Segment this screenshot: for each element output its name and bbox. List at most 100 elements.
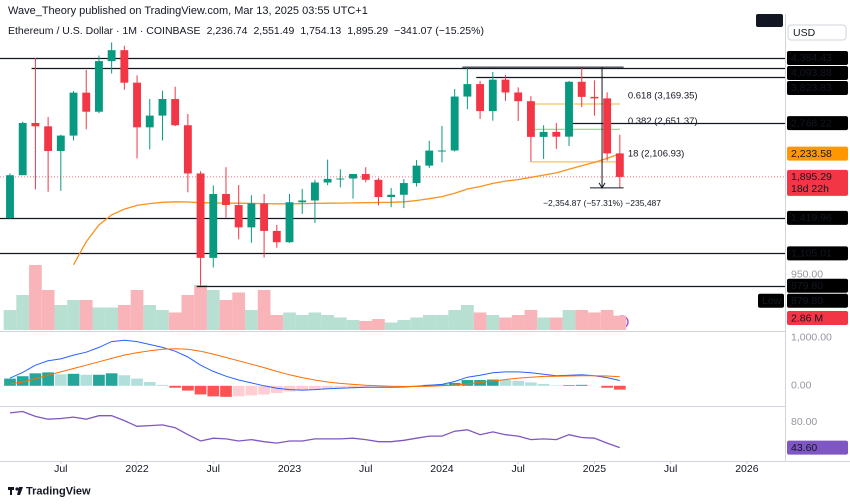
volume-bar xyxy=(588,312,601,330)
volume-bar xyxy=(562,310,576,330)
fib-label: 0.382 (2,651.37) xyxy=(628,116,698,127)
candle-body xyxy=(158,99,167,116)
macd-histogram-bar xyxy=(359,385,372,388)
volume-bar xyxy=(92,307,106,330)
price-label-text: 2,768.22 xyxy=(791,117,832,129)
price-label-box xyxy=(787,440,848,455)
macd-histogram-bar xyxy=(169,385,182,388)
currency-text: USD xyxy=(793,27,816,39)
volume-bar xyxy=(143,305,157,330)
volume-bar xyxy=(232,292,246,330)
x-tick-label: Jul xyxy=(511,463,524,475)
volume-bar xyxy=(346,320,360,330)
macd-histogram-bar xyxy=(16,376,29,386)
candle-body xyxy=(82,92,91,112)
price-label-box xyxy=(787,246,848,261)
x-tick-label: Jul xyxy=(664,463,677,475)
candle-body xyxy=(387,194,396,197)
macd-histogram-bar xyxy=(131,378,143,386)
volume-bar xyxy=(29,265,42,330)
macd-histogram-bar xyxy=(347,385,359,388)
macd-histogram-bar xyxy=(563,385,575,386)
volume-bar xyxy=(219,300,233,330)
volume-bar xyxy=(448,310,462,330)
price-label-box xyxy=(787,169,848,196)
candle-body xyxy=(234,205,243,228)
header: Wave_Theory published on TradingView.com… xyxy=(8,5,484,37)
volume-bar xyxy=(168,312,182,330)
price-label: 879.80 xyxy=(787,278,848,293)
volume-bar xyxy=(397,320,411,330)
macd-histogram-bar xyxy=(537,383,550,386)
candle-body xyxy=(349,174,357,179)
fib-label: 18 (2,106.93) xyxy=(628,148,685,159)
price-label-text: 879.80 xyxy=(791,280,823,292)
macd-histogram-bar xyxy=(80,374,93,386)
macd-histogram-bar xyxy=(4,378,16,386)
candle-body xyxy=(615,153,624,177)
macd-histogram-bar xyxy=(436,384,448,386)
price-label: 2.86 M xyxy=(787,311,848,325)
volume-bar xyxy=(105,307,118,330)
x-tick-label: Jul xyxy=(359,463,372,475)
price-label-box xyxy=(787,293,848,308)
price-label: 43.60 xyxy=(787,440,848,455)
candle-body xyxy=(145,115,154,128)
candle-body xyxy=(18,122,27,176)
macd-histogram-bar xyxy=(220,385,232,397)
volume-bar xyxy=(3,310,17,330)
macd-histogram-bar xyxy=(283,385,296,392)
volume-bar xyxy=(435,315,449,330)
low-marker-box xyxy=(758,293,784,308)
candle-body xyxy=(196,173,205,258)
price-label-box xyxy=(787,210,848,225)
volume-bar xyxy=(206,290,220,330)
signal-line xyxy=(9,348,620,387)
candle-body xyxy=(310,182,319,201)
volume-bar xyxy=(524,310,538,330)
candle-body xyxy=(425,150,434,166)
price-label: 2,768.22 xyxy=(787,116,848,131)
publisher-line: Wave_Theory published on TradingView.com… xyxy=(8,5,368,17)
volume-bar xyxy=(486,315,500,330)
volume-bar xyxy=(537,317,550,330)
candle-body xyxy=(94,61,103,112)
price-label-text: 879.80 xyxy=(791,295,823,307)
volume-bar xyxy=(181,295,195,330)
symbol-name: Ethereum / U.S. Dollar · 1M · COINBASE xyxy=(8,25,201,37)
price-label: 1,419.96 xyxy=(787,210,848,225)
macd-histogram-bar xyxy=(182,385,194,391)
candle-body xyxy=(399,183,408,195)
candle-body xyxy=(565,81,573,137)
candle-body xyxy=(603,98,612,154)
volume-bar xyxy=(270,315,284,330)
price-label-text: 3,823.83 xyxy=(791,82,832,94)
volume-bar xyxy=(575,310,589,330)
volume-bar xyxy=(79,300,93,330)
volume-bar xyxy=(41,290,55,330)
volume-bar xyxy=(372,319,385,330)
candle-body xyxy=(552,131,561,137)
rsi-line xyxy=(9,410,621,449)
candle-body xyxy=(476,84,485,112)
macd-histogram-bar xyxy=(601,385,613,388)
macd-histogram-bar xyxy=(67,373,80,386)
macd-histogram-bar xyxy=(105,373,118,386)
volume-bar xyxy=(257,290,271,330)
price-label: 1,105.01 xyxy=(787,246,848,261)
volume-bar xyxy=(117,305,131,330)
ohlc-value: 2,236.74 xyxy=(207,25,248,37)
macd-histogram-bar xyxy=(207,385,220,397)
macd-histogram-bar xyxy=(474,380,486,386)
macd-histogram-bar xyxy=(309,385,321,390)
macd-histogram-bar xyxy=(613,385,626,390)
volume-bar xyxy=(295,315,309,330)
x-tick-label: 2023 xyxy=(278,463,302,475)
measure-label: −2,354.87 (−57.31%) −235,487 xyxy=(543,198,661,208)
volume-bar xyxy=(333,317,347,330)
countdown-text: 18d 22h xyxy=(791,183,829,195)
volume-bar xyxy=(321,315,334,330)
volume-bar xyxy=(422,315,436,330)
price-label-box xyxy=(787,311,848,325)
price-label-text: 1,419.96 xyxy=(791,212,832,224)
